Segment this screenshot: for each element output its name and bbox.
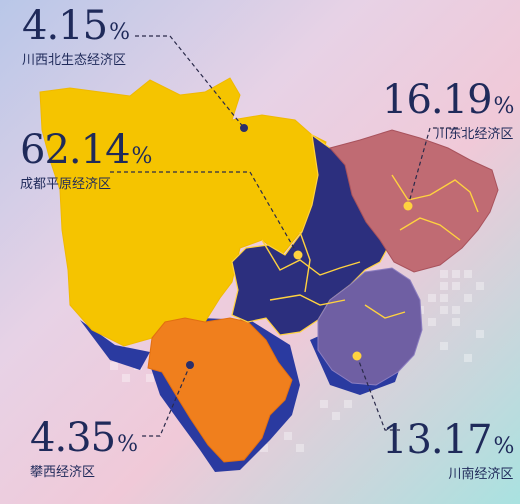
unit-dongbei: % xyxy=(493,94,515,119)
value-dongbei: 16.19 xyxy=(382,77,493,123)
leader-chengdu xyxy=(110,171,299,256)
value-chuanxibei: 4.15 xyxy=(22,3,108,49)
leader-panxi xyxy=(140,364,191,437)
marker-panxi xyxy=(186,361,194,369)
unit-chengdu: % xyxy=(131,144,153,169)
unit-panxi: % xyxy=(117,432,138,457)
value-chengdu: 62.14 xyxy=(20,127,131,173)
label-panxi: 4.35% 攀西经济区 xyxy=(30,415,138,480)
unit-chuannan: % xyxy=(493,434,515,459)
label-chuanxibei: 4.15% 川西北生态经济区 xyxy=(22,3,130,68)
marker-chuannan xyxy=(352,351,362,361)
leader-chuanxibei xyxy=(135,35,245,129)
region-panxi xyxy=(147,317,293,463)
value-panxi: 4.35 xyxy=(30,415,116,461)
name-chuanxibei: 川西北生态经济区 xyxy=(22,53,127,68)
region-boundaries xyxy=(261,174,479,319)
name-dongbei: 川东北经济区 xyxy=(435,127,514,142)
name-panxi: 攀西经济区 xyxy=(30,465,96,480)
marker-chengdu xyxy=(293,250,303,260)
label-chuannan: 13.17% 川南经济区 xyxy=(382,417,515,482)
marker-chuanxibei xyxy=(240,124,248,132)
marker-dongbei xyxy=(403,201,413,211)
leader-chuannan xyxy=(356,355,400,431)
name-chengdu: 成都平原经济区 xyxy=(20,177,112,192)
region-chuannan xyxy=(317,267,423,386)
name-chuannan: 川南经济区 xyxy=(448,467,514,482)
unit-chuanxibei: % xyxy=(109,20,130,45)
label-chengdu: 62.14% 成都平原经济区 xyxy=(20,127,153,192)
value-chuannan: 13.17 xyxy=(382,417,493,463)
label-dongbei: 16.19% 川东北经济区 xyxy=(382,77,515,142)
